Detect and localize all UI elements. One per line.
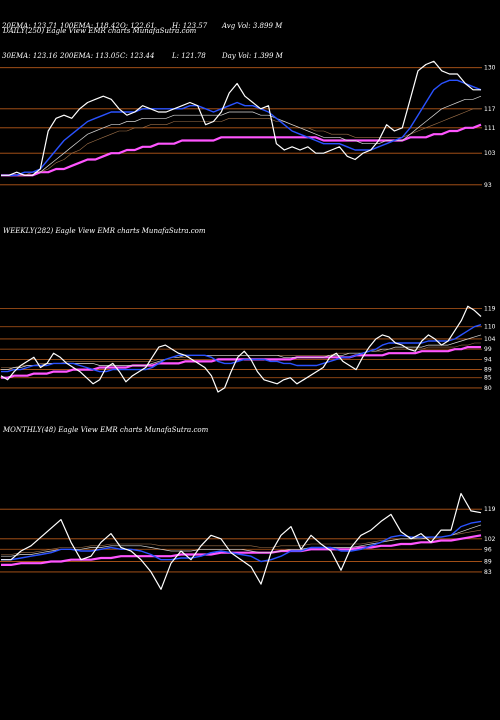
weekly-tick-4: 94 [484,356,492,363]
stat-open: O: 122.61 [120,22,155,30]
daily-panel: DAILY(250) Eagle View EMR charts MunafaS… [0,27,496,189]
daily-tick-1: 117 [484,106,496,113]
stats-row-2: 30EMA: 123.16 200EMA: 113.05 C: 123.44 L… [2,51,302,61]
stat-high: H: 123.57 [172,22,208,30]
weekly-panel: WEEKLY(282) Eagle View EMR charts Munafa… [0,227,496,393]
monthly-ema-mid-line [1,524,482,557]
stat-ema30: 30EMA: 123.16 [2,52,58,60]
daily-ema-fast-line [1,79,482,177]
monthly-tick-2: 96 [484,546,492,553]
weekly-tick-7: 80 [484,385,492,392]
stat-ema20: 20EMA: 123.71 [2,22,58,30]
monthly-title: MONTHLY(48) Eagle View EMR charts Munafa… [2,426,209,434]
stat-ema100: 100EMA: 118.42 [60,22,120,30]
stat-day-vol: Day Vol: 1.399 M [222,52,283,60]
weekly-price-line [0,305,482,393]
stats-row-1: 20EMA: 123.71 100EMA: 118.42 O: 122.61 H… [2,21,302,31]
weekly-tick-0: 119 [484,305,496,312]
daily-tick-3: 103 [484,150,496,157]
stats-header: 20EMA: 123.71 100EMA: 118.42 O: 122.61 H… [2,1,302,71]
weekly-ema-long-line [1,346,481,379]
daily-tick-2: 111 [484,125,496,132]
daily-ema-mid-line [1,95,482,176]
weekly-tick-6: 85 [484,375,492,382]
stat-close: C: 123.44 [120,52,155,60]
monthly-tick-1: 102 [484,536,496,543]
monthly-tick-0: 119 [484,506,496,513]
daily-price-line [1,60,481,176]
daily-ema-long-line [1,123,482,177]
weekly-tick-5: 89 [484,367,492,374]
daily-title: DAILY(250) Eagle View EMR charts MunafaS… [2,27,197,35]
monthly-tick-4: 83 [484,569,492,576]
monthly-panel: MONTHLY(48) Eagle View EMR charts Munafa… [0,426,496,590]
stat-ema200: 200EMA: 113.05 [60,52,120,60]
monthly-price-line [1,492,482,590]
weekly-title: WEEKLY(282) Eagle View EMR charts Munafa… [3,227,206,235]
daily-tick-0: 130 [484,65,496,72]
weekly-tick-2: 104 [484,336,496,343]
stat-avg-vol: Avg Vol: 3.899 M [222,22,283,30]
stat-low: L: 121.78 [172,52,206,60]
weekly-tick-3: 99 [484,346,492,353]
weekly-ema-mid-line [1,334,482,370]
weekly-tick-1: 110 [484,324,496,331]
monthly-tick-3: 89 [484,558,492,565]
weekly-ema-fast-line [1,324,482,373]
monthly-ema-fast-line [1,520,482,563]
monthly-ema-slow-line [1,529,482,555]
daily-tick-4: 93 [484,182,492,189]
